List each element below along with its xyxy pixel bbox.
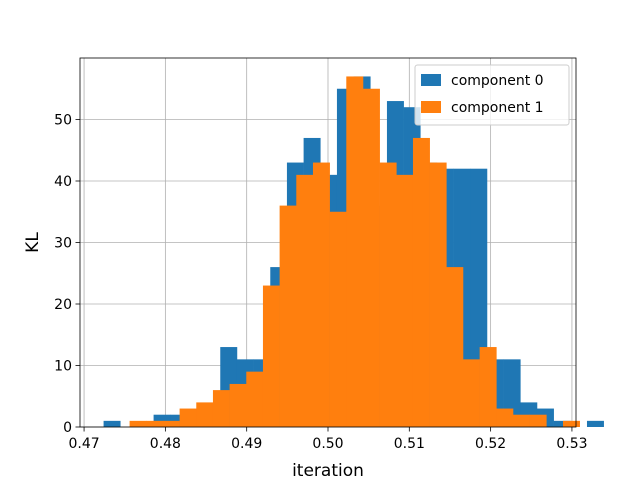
y-tick-label-5: 50 [54, 113, 72, 129]
x-axis-label: iteration [292, 461, 364, 480]
x-tick-label-6: 0.53 [556, 436, 587, 452]
histogram-bar-s1-26 [562, 420, 580, 427]
x-tick-label-1: 0.48 [150, 436, 181, 452]
legend-label-1: component 1 [451, 100, 544, 116]
histogram-bar-s1-22 [496, 408, 514, 427]
histogram-bar-s1-1 [146, 420, 164, 427]
histogram-bar-s1-18 [429, 162, 447, 428]
legend-box [414, 64, 570, 126]
histogram-bar-s0-27 [553, 420, 571, 427]
x-tick-label-3: 0.50 [312, 436, 343, 452]
y-tick-label-0: 0 [63, 420, 72, 436]
legend-swatch-1 [421, 101, 441, 113]
histogram-bar-s1-5 [212, 390, 230, 427]
y-axis-label: KL [23, 232, 43, 253]
histogram-bar-s1-21 [479, 347, 497, 427]
x-tick-label-2: 0.49 [231, 436, 262, 452]
histogram-bar-s1-13 [346, 76, 364, 427]
histogram-bar-s1-20 [462, 359, 480, 427]
histogram-bar-s1-9 [279, 205, 297, 427]
histogram-bar-s1-0 [129, 420, 147, 427]
x-tick-label-5: 0.52 [475, 436, 506, 452]
histogram-bar-s1-4 [196, 402, 214, 427]
histogram-bar-s1-2 [162, 420, 180, 427]
x-tick-label-0: 0.47 [68, 436, 99, 452]
x-tick-label-4: 0.51 [394, 436, 425, 452]
histogram-bar-s1-23 [512, 414, 530, 427]
axis-ticks: 0.47 0.48 0.49 0.50 0.51 0.52 0.53 0 10 20 30 40 50 [54, 113, 587, 453]
y-tick-label-2: 20 [54, 297, 72, 313]
histogram-bar-s1-16 [396, 174, 414, 427]
histogram-bar-s1-17 [412, 137, 430, 427]
histogram-bar-s1-8 [262, 285, 280, 427]
histogram-bar-s1-19 [446, 267, 464, 427]
histogram-bar-s0-29 [586, 420, 604, 427]
y-tick-label-3: 30 [54, 236, 72, 252]
legend: component 0 component 1 [414, 64, 570, 126]
histogram-bar-s1-12 [329, 211, 347, 427]
histogram-bar-s0-0 [103, 420, 121, 427]
histogram-bar-s1-10 [296, 174, 314, 427]
histogram-bar-s1-3 [179, 408, 197, 427]
legend-swatch-0 [421, 74, 441, 86]
histogram-bar-s1-6 [229, 383, 247, 427]
histogram-bar-s1-14 [362, 88, 380, 427]
y-tick-label-1: 10 [54, 359, 72, 375]
histogram-bar-s1-24 [529, 414, 547, 427]
histogram-bar-s1-15 [379, 162, 397, 428]
histogram-bar-s1-11 [312, 162, 330, 428]
y-tick-label-4: 40 [54, 174, 72, 190]
histogram-bar-s1-7 [246, 371, 264, 427]
legend-label-0: component 0 [451, 73, 544, 89]
histogram-bars [103, 76, 604, 428]
